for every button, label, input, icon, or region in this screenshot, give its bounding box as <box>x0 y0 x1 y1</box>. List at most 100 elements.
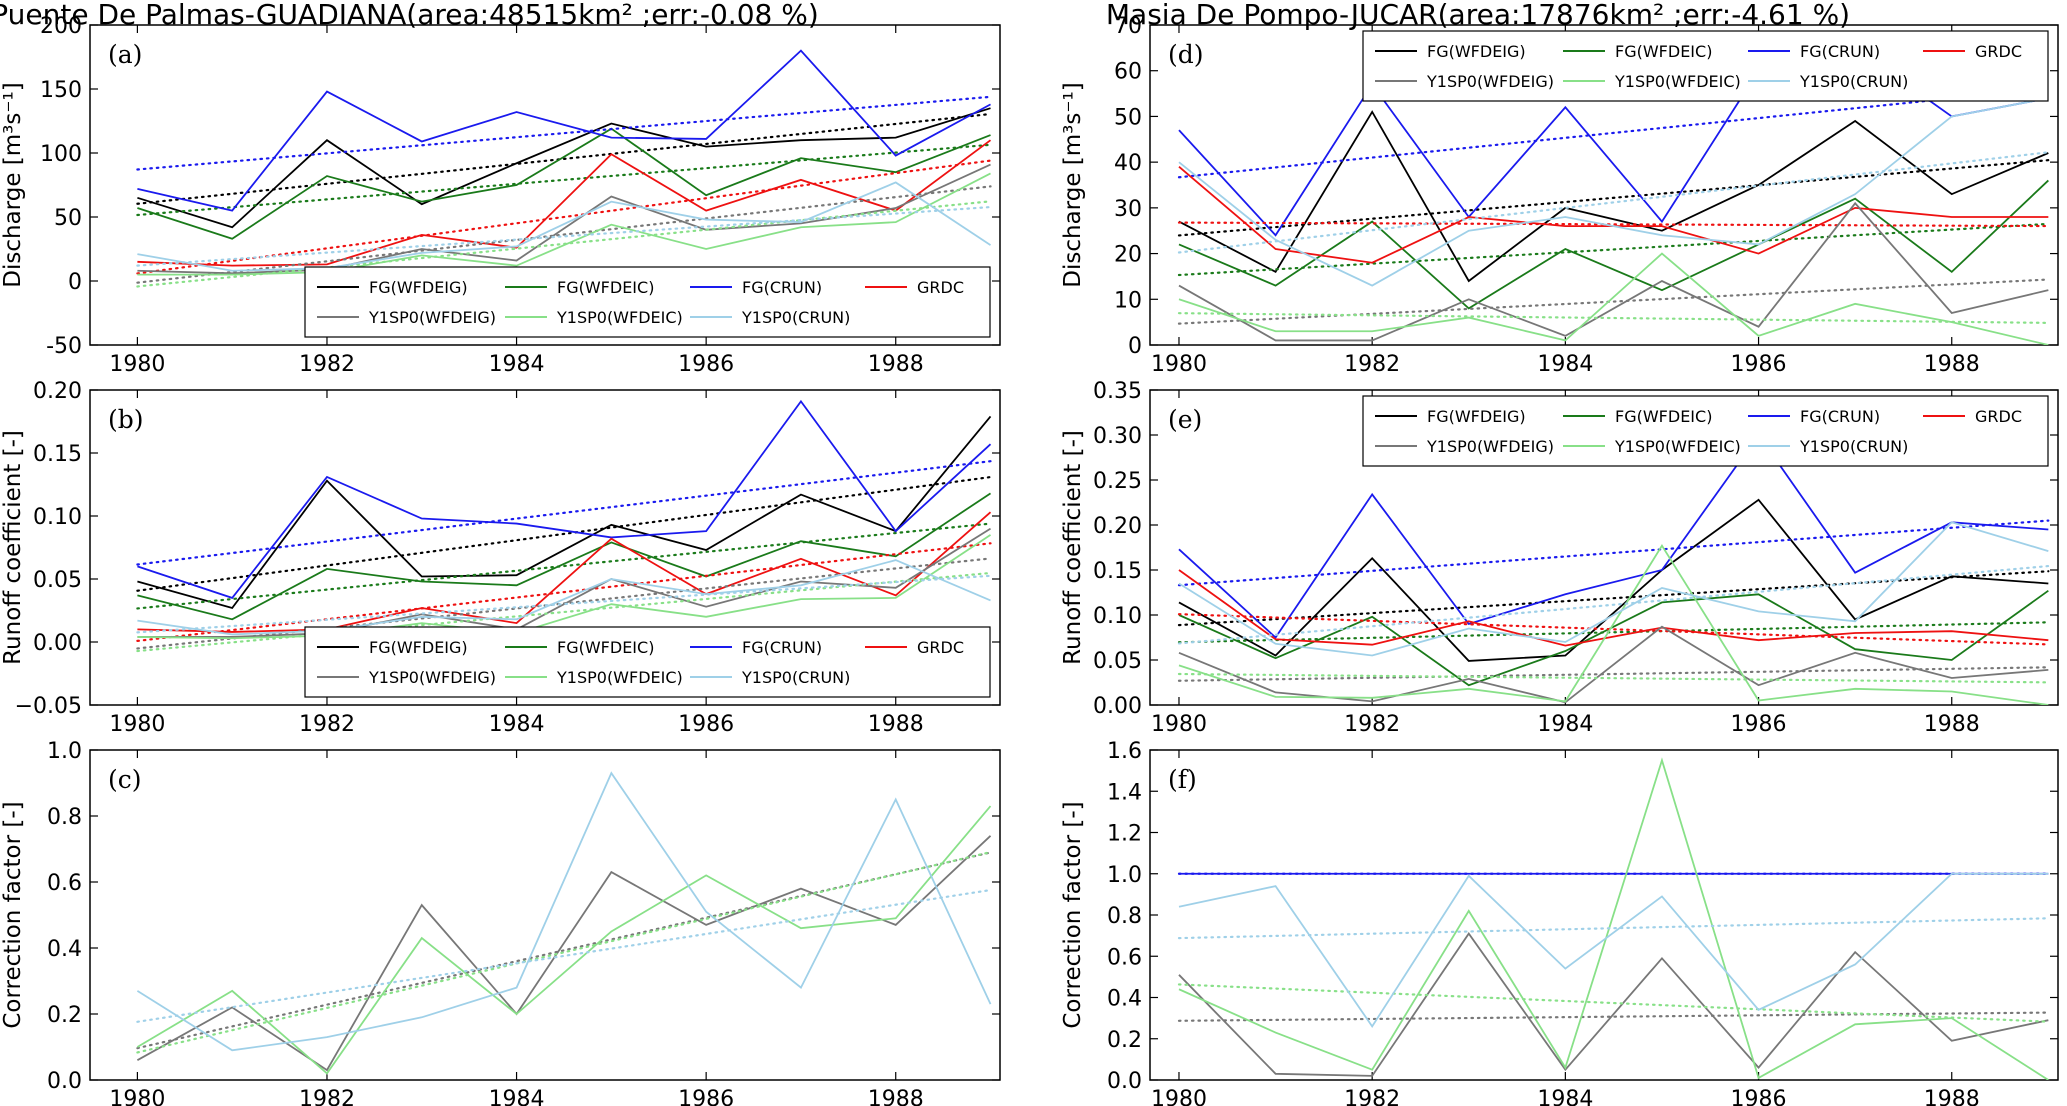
series-line-fg-crun <box>137 49 991 212</box>
legend-entry: GRDC <box>917 278 964 297</box>
x-tick-label: 1982 <box>299 1087 355 1106</box>
x-tick-label: 1984 <box>1537 712 1593 737</box>
panel-label: (d) <box>1168 40 1204 69</box>
chart-panel-b: 1980 1982 1984 1986 1988 −0.05 0.00 0.05 0.10 0.1… <box>0 379 1001 737</box>
series-line-fg-wfdeic <box>137 127 991 240</box>
x-tick-label: 1988 <box>868 352 924 377</box>
trend-line-fg-wfdeic <box>1177 621 2050 644</box>
legend-entry: GRDC <box>1975 407 2022 426</box>
y-tick-label: 70 <box>1114 14 1142 39</box>
trend-line-y1sp0-wfdeic <box>136 571 992 653</box>
series-line-fg-wfdeic <box>137 492 992 621</box>
y-tick-label: 0.15 <box>33 442 82 467</box>
series-line-y1sp0-crun <box>137 181 992 272</box>
series-line-y1sp0-wfdeig <box>1178 931 2049 1077</box>
legend-entry: FG(WFDEIG) <box>1427 42 1526 61</box>
trend-line-y1sp0-wfdeig <box>1177 1011 2050 1022</box>
legend-entry: Y1SP0(CRUN) <box>741 668 850 687</box>
series-line-y1sp0-wfdeic <box>1178 757 2049 1080</box>
y-tick-label: 10 <box>1114 288 1142 313</box>
plot-area-frame <box>89 389 1001 706</box>
plot-area-frame <box>89 749 1001 1081</box>
y-tick-label: 20 <box>1114 243 1142 268</box>
y-tick-label: 50 <box>1114 105 1142 130</box>
x-tick-label: 1982 <box>299 352 355 377</box>
y-tick-label: 50 <box>54 206 82 231</box>
y-axis-label: Correction factor [-] <box>0 801 26 1028</box>
panel-label: (e) <box>1168 405 1202 434</box>
plot-area-frame <box>1149 24 2059 346</box>
y-tick-label: 0.20 <box>1093 514 1142 539</box>
plot-area-frame <box>1149 389 2059 706</box>
legend-entry: Y1SP0(CRUN) <box>741 308 850 327</box>
y-tick-label: 1.0 <box>1107 863 1142 888</box>
trend-line-y1sp0-wfdeic <box>136 851 992 1054</box>
series-line-y1sp0-crun <box>136 771 992 1052</box>
y-tick-label: 1.2 <box>1107 822 1142 847</box>
legend-entry: Y1SP0(WFDEIC) <box>1614 72 1741 91</box>
legend-box <box>304 626 991 698</box>
y-tick-label: 0.20 <box>33 379 82 404</box>
y-tick-label: 150 <box>40 78 82 103</box>
y-tick-label: 30 <box>1114 197 1142 222</box>
x-tick-label: 1988 <box>1924 1087 1980 1106</box>
trend-line-fg-wfdeic <box>1177 222 2050 277</box>
x-tick-label: 1980 <box>109 352 165 377</box>
series-line-y1sp0-crun <box>137 559 991 636</box>
x-tick-label: 1984 <box>489 352 545 377</box>
x-tick-label: 1986 <box>678 712 734 737</box>
legend-entry: Y1SP0(WFDEIG) <box>1426 437 1554 456</box>
plot-area-frame <box>1149 749 2059 1081</box>
legend-entry: GRDC <box>1975 42 2022 61</box>
y-tick-label: 0.00 <box>33 631 82 656</box>
y-tick-label: 0.05 <box>1093 649 1142 674</box>
y-tick-label: 0.8 <box>47 805 82 830</box>
legend-entry: Y1SP0(WFDEIC) <box>1614 437 1741 456</box>
trend-line-fg-crun <box>1177 519 2050 587</box>
legend: FG(WFDEIG) FG(WFDEIC) FG(CRUN) GRDC Y1SP0(WF… <box>1362 395 2049 467</box>
y-tick-label: 0.4 <box>1107 987 1142 1012</box>
trend-line-y1sp0-wfdeic <box>1177 312 2050 324</box>
legend-entry: Y1SP0(WFDEIC) <box>556 308 683 327</box>
series-line-y1sp0-wfdeic <box>1178 543 2049 705</box>
legend-entry: FG(CRUN) <box>1800 42 1880 61</box>
y-tick-label: 0.05 <box>33 568 82 593</box>
series-line-y1sp0-wfdeic <box>137 534 992 640</box>
x-tick-label: 1980 <box>1151 1087 1207 1106</box>
y-tick-label: 0.2 <box>47 1003 82 1028</box>
legend-entry: Y1SP0(WFDEIC) <box>556 668 683 687</box>
x-tick-label: 1986 <box>1731 1087 1787 1106</box>
trend-line-fg-wfdeig <box>136 475 992 592</box>
panel-label: (b) <box>108 405 144 434</box>
x-tick-label: 1988 <box>868 712 924 737</box>
legend-entry: FG(WFDEIC) <box>1615 42 1712 61</box>
trend-line-fg-wfdeig <box>136 112 992 205</box>
legend-entry: FG(WFDEIG) <box>1427 407 1526 426</box>
x-tick-label: 1980 <box>1151 712 1207 737</box>
chart-panel-d: 1980 1982 1984 1986 1988 0 10 20 30 40 50 60 70 Disch… <box>1060 14 2059 377</box>
y-tick-label: 1.4 <box>1107 780 1142 805</box>
trend-line-y1sp0-wfdeic <box>1177 672 2050 684</box>
series-line-y1sp0-wfdeig <box>137 527 991 638</box>
y-tick-label: 60 <box>1114 60 1142 85</box>
chart-panel-c: 1980 1982 1984 1986 1988 0.0 0.2 0.4 0.6 0.8 1.0 Co… <box>0 739 1001 1106</box>
trend-line-y1sp0-crun <box>136 888 992 1023</box>
legend-entry: FG(WFDEIG) <box>369 278 468 297</box>
x-tick-label: 1980 <box>1151 352 1207 377</box>
y-tick-label: 0.00 <box>1093 694 1142 719</box>
legend-entry: Y1SP0(WFDEIG) <box>1426 72 1554 91</box>
y-axis-label: Discharge [m³s⁻¹] <box>0 82 26 287</box>
series-group <box>136 49 992 288</box>
trend-line-y1sp0-crun <box>1177 564 2050 645</box>
series-line-y1sp0-wfdeic <box>1178 252 2049 345</box>
x-tick-label: 1984 <box>489 1087 545 1106</box>
x-tick-label: 1988 <box>1924 712 1980 737</box>
y-tick-label: 0.2 <box>1107 1028 1142 1053</box>
x-tick-label: 1980 <box>109 712 165 737</box>
legend-entry: FG(CRUN) <box>742 278 822 297</box>
trend-line-y1sp0-wfdeig <box>1177 278 2050 325</box>
y-tick-label: 0 <box>68 270 82 295</box>
legend-entry: Y1SP0(CRUN) <box>1799 437 1908 456</box>
trend-line-y1sp0-crun <box>1177 917 2050 940</box>
